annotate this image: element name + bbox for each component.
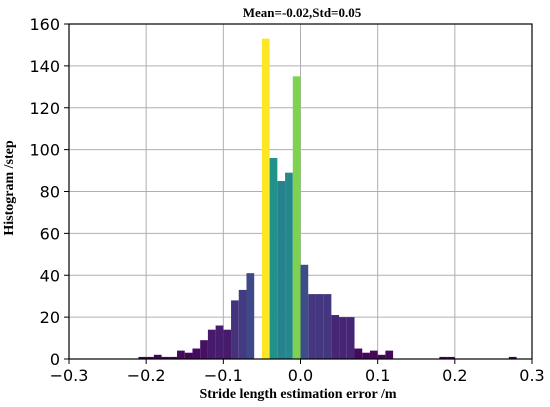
histogram-bar <box>508 356 517 359</box>
histogram-bar <box>369 350 378 360</box>
histogram-bar <box>377 354 386 359</box>
y-tick-label: 40 <box>40 266 60 285</box>
x-tick-label: −0.2 <box>127 366 166 385</box>
histogram-bar <box>261 38 270 359</box>
y-tick-label: 0 <box>50 350 60 369</box>
histogram-bar <box>323 294 332 359</box>
histogram-bar <box>362 352 370 359</box>
histogram-bar <box>277 181 286 359</box>
histogram-bar <box>385 350 394 360</box>
histogram-bar <box>331 315 340 359</box>
histogram-bar <box>223 329 232 359</box>
histogram-bar <box>215 325 224 359</box>
chart-title: Mean=-0.02,Std=0.05 <box>243 5 362 20</box>
histogram-bar <box>300 264 309 359</box>
histogram-bar <box>207 329 216 359</box>
histogram-bar <box>200 340 208 359</box>
histogram-bar <box>161 356 170 359</box>
y-tick-label: 100 <box>29 141 60 160</box>
y-axis-label: Histogram /step <box>2 140 17 235</box>
histogram-bar <box>246 273 255 359</box>
histogram-bar <box>447 356 455 359</box>
y-tick-label: 20 <box>40 308 60 327</box>
histogram-bar <box>177 350 185 360</box>
histogram-bar <box>292 76 301 359</box>
x-axis-ticks: −0.3 −0.2 −0.1 0.0 0.1 0.2 0.3 <box>50 359 545 385</box>
histogram-bar <box>308 294 316 359</box>
histogram-bar <box>184 352 193 359</box>
histogram-bar <box>169 356 178 359</box>
histogram-bar <box>439 356 448 359</box>
y-tick-label: 80 <box>40 183 60 202</box>
y-tick-label: 60 <box>40 224 60 243</box>
histogram-bar <box>339 317 347 360</box>
histogram-bar <box>354 348 363 359</box>
histogram-bar <box>192 348 201 359</box>
histogram-bar <box>269 158 278 359</box>
x-tick-label: 0.0 <box>288 366 313 385</box>
histogram-bar <box>138 356 147 359</box>
x-tick-label: −0.1 <box>204 366 243 385</box>
y-axis-ticks: 0 20 40 60 80 100 120 140 160 <box>29 15 69 369</box>
histogram-bars <box>138 38 517 360</box>
y-tick-label: 120 <box>29 99 60 118</box>
y-tick-label: 160 <box>29 15 60 34</box>
x-tick-label: 0.2 <box>442 366 467 385</box>
histogram-bar <box>231 300 239 360</box>
histogram-bar <box>238 289 247 359</box>
y-tick-label: 140 <box>29 57 60 76</box>
histogram-bar <box>146 356 154 359</box>
histogram-bar <box>153 354 162 359</box>
x-tick-label: −0.3 <box>50 366 89 385</box>
histogram-bar <box>346 317 355 360</box>
histogram-bar <box>285 172 293 359</box>
x-axis-label: Stride length estimation error /m <box>199 387 396 402</box>
histogram-bar <box>315 294 324 359</box>
x-tick-label: 0.3 <box>519 366 544 385</box>
x-tick-label: 0.1 <box>365 366 390 385</box>
